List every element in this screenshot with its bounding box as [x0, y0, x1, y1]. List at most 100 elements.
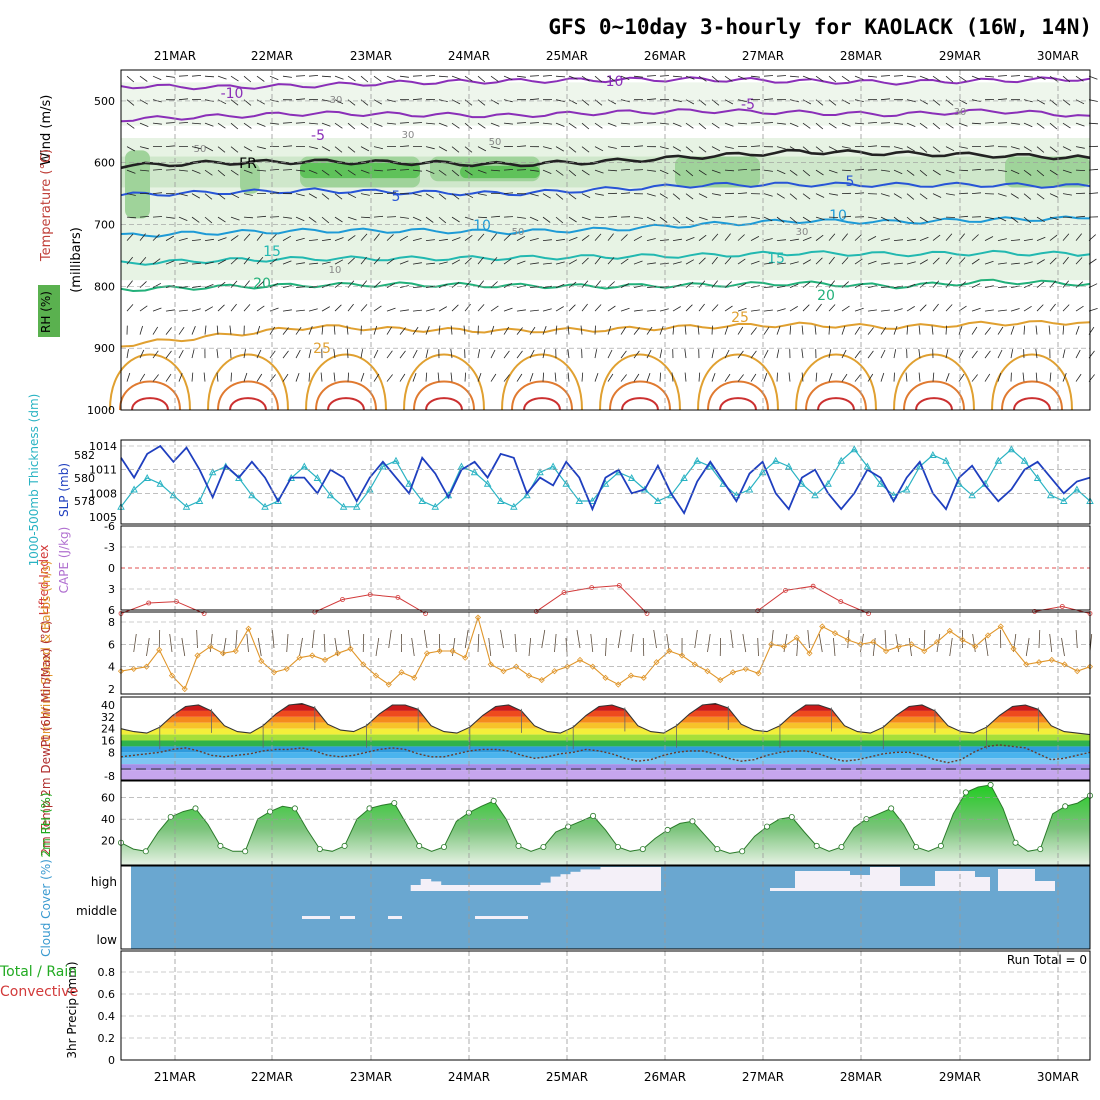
wind-barb — [984, 122, 995, 124]
wind-barb — [503, 374, 510, 382]
wind10m-marker — [997, 623, 1004, 630]
wind-barb — [659, 75, 670, 77]
wind10m-barb — [972, 633, 976, 653]
wind-barb — [1010, 122, 1020, 125]
wind-barb — [516, 145, 527, 148]
wind-barb — [516, 169, 527, 171]
day-label-top: 22MAR — [251, 49, 293, 63]
wind-barb — [373, 305, 382, 312]
wind-barb — [698, 122, 707, 130]
wind-barb — [802, 304, 810, 312]
wind-barb — [542, 193, 551, 199]
rh-marker — [913, 844, 920, 851]
li-line — [757, 585, 869, 614]
wind-barb — [906, 306, 915, 312]
wind-barb — [984, 216, 994, 220]
day-label-bottom: 26MAR — [644, 1070, 686, 1084]
wind-barb — [633, 350, 640, 359]
rh-marker — [565, 823, 572, 830]
wind-barb — [789, 238, 799, 242]
wind-barb — [867, 122, 878, 124]
day-label-bottom: 30MAR — [1037, 1070, 1079, 1084]
wind-barb — [802, 236, 812, 241]
wind-barb — [945, 304, 953, 312]
wind-barb — [243, 216, 254, 219]
wind-barb — [256, 169, 267, 172]
wind-barb — [711, 325, 713, 335]
wind-barb — [412, 286, 423, 288]
wind-barb — [412, 75, 423, 77]
wind-barb — [308, 372, 311, 382]
wind10m-barb — [541, 629, 546, 649]
panel-frame — [120, 865, 1091, 950]
wind-barb — [516, 75, 526, 78]
wind-barb — [620, 192, 631, 195]
warm-contour — [621, 397, 659, 411]
wind-barb — [971, 192, 982, 195]
pressure-tick: 1000 — [87, 404, 115, 417]
wind-barb — [139, 99, 149, 105]
rh-patch-70 — [300, 162, 420, 179]
wind-barb — [126, 233, 134, 241]
wind-barb — [776, 372, 778, 382]
wind-barb — [282, 75, 292, 78]
wind-barb — [958, 325, 963, 335]
wind-barb — [256, 99, 266, 105]
rh-patch — [125, 150, 150, 219]
isotherm-line — [120, 319, 1091, 348]
temp-band — [121, 764, 1090, 771]
wind-barb — [646, 169, 656, 172]
warm-contour — [991, 353, 1073, 411]
wind-barb — [750, 75, 760, 78]
thickness-marker — [248, 491, 256, 499]
wind-barb — [672, 325, 675, 335]
wind-barb — [1010, 193, 1019, 199]
wind-barb — [801, 372, 804, 382]
wind10m-barb — [653, 629, 657, 649]
cloud-high-bar — [420, 879, 432, 891]
wind-barb — [477, 280, 485, 288]
pressure-tick: 800 — [94, 280, 115, 293]
warm-contour — [697, 353, 779, 411]
day-label-top: 21MAR — [154, 49, 196, 63]
rh-marker — [937, 842, 944, 849]
wind-barb — [1036, 281, 1045, 288]
wind-barb — [360, 304, 368, 312]
wind10m-marker — [449, 647, 456, 655]
wind-barb — [360, 349, 363, 359]
wind-barb — [425, 308, 435, 312]
wind-barb — [217, 281, 226, 288]
wind-barb — [464, 303, 471, 312]
side-label-slp: SLP (mb) — [57, 463, 71, 517]
wind-barb — [919, 146, 928, 153]
wind-barb — [1036, 75, 1046, 80]
rh-marker — [714, 846, 721, 853]
wind-barb — [945, 146, 955, 152]
wind-barb — [451, 169, 460, 177]
wind-barb — [217, 237, 227, 241]
wind10m-marker — [130, 665, 137, 672]
wind-barb — [490, 305, 499, 312]
li-tick: 6 — [108, 604, 115, 617]
temp-tick: 32 — [101, 711, 115, 724]
wind10m-marker — [232, 647, 239, 655]
day-label-top: 25MAR — [546, 49, 588, 63]
wind10m-marker — [666, 647, 673, 655]
wind-barb — [594, 122, 603, 129]
wind-barb — [828, 349, 832, 359]
wind-barb — [841, 257, 849, 265]
cloud-tick: high — [91, 875, 117, 889]
wind-barb — [165, 350, 172, 359]
wind10m-marker — [538, 677, 545, 684]
rh-marker — [291, 805, 298, 812]
wind10m-barb — [923, 629, 926, 649]
wind-barb — [633, 235, 643, 241]
temp-tick: 40 — [101, 699, 115, 712]
wind-barb — [932, 75, 941, 82]
wind-barb — [763, 286, 774, 288]
warm-contour — [1001, 380, 1063, 411]
cloud-high-bar — [530, 885, 542, 891]
wind-barb — [1062, 193, 1072, 196]
wind10m-marker — [551, 668, 558, 675]
wind-barb — [334, 259, 344, 265]
